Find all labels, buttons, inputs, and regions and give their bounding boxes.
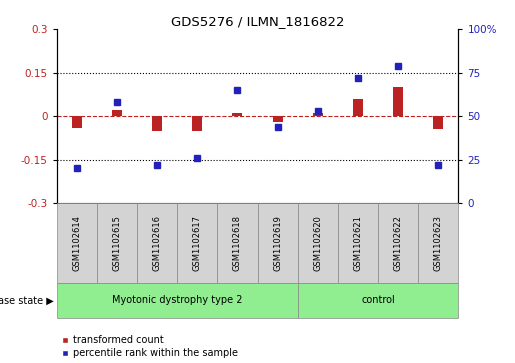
Text: control: control bbox=[361, 295, 395, 305]
Bar bbox=[217, 203, 258, 283]
Bar bbox=[272, 116, 283, 122]
Text: GSM1102619: GSM1102619 bbox=[273, 215, 282, 271]
Bar bbox=[313, 113, 323, 116]
Text: GSM1102620: GSM1102620 bbox=[313, 215, 322, 271]
Bar bbox=[232, 113, 243, 116]
Text: GSM1102614: GSM1102614 bbox=[72, 215, 81, 271]
Legend: transformed count, percentile rank within the sample: transformed count, percentile rank withi… bbox=[61, 335, 238, 358]
Text: GSM1102622: GSM1102622 bbox=[393, 215, 403, 271]
Bar bbox=[177, 203, 217, 283]
Text: Myotonic dystrophy type 2: Myotonic dystrophy type 2 bbox=[112, 295, 243, 305]
Title: GDS5276 / ILMN_1816822: GDS5276 / ILMN_1816822 bbox=[171, 15, 344, 28]
Bar bbox=[378, 203, 418, 283]
Text: GSM1102618: GSM1102618 bbox=[233, 215, 242, 271]
Bar bbox=[72, 116, 82, 128]
Bar bbox=[418, 203, 458, 283]
Text: GSM1102623: GSM1102623 bbox=[434, 215, 443, 271]
Text: GSM1102621: GSM1102621 bbox=[353, 215, 363, 271]
Bar bbox=[97, 203, 137, 283]
Bar bbox=[433, 116, 443, 129]
Text: GSM1102617: GSM1102617 bbox=[193, 215, 202, 271]
Bar bbox=[152, 116, 162, 131]
Bar bbox=[258, 203, 298, 283]
Text: GSM1102615: GSM1102615 bbox=[112, 215, 122, 271]
Text: GSM1102616: GSM1102616 bbox=[152, 215, 162, 271]
Bar bbox=[192, 116, 202, 131]
Bar bbox=[353, 99, 363, 116]
Bar bbox=[338, 203, 378, 283]
Bar bbox=[57, 203, 97, 283]
Text: disease state ▶: disease state ▶ bbox=[0, 295, 54, 305]
Bar bbox=[298, 283, 458, 318]
Bar bbox=[137, 203, 177, 283]
Bar bbox=[57, 283, 298, 318]
Bar bbox=[393, 87, 403, 116]
Bar bbox=[112, 110, 122, 116]
Bar bbox=[298, 203, 338, 283]
